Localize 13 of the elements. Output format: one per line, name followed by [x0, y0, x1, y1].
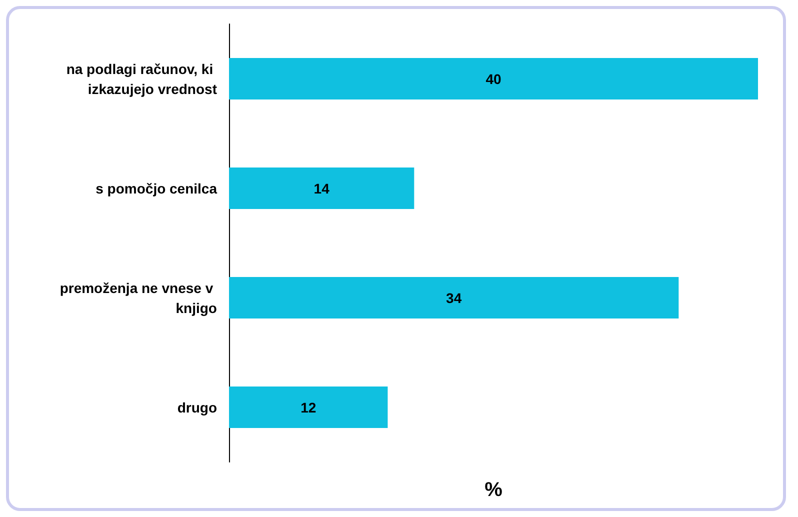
y-tick-label: drugo: [177, 399, 217, 416]
x-axis-title: %: [484, 479, 503, 501]
data-label: 40: [486, 70, 502, 87]
data-label: 14: [314, 180, 330, 196]
data-label: 34: [446, 290, 462, 306]
data-label: 12: [300, 399, 316, 416]
bar: [229, 167, 414, 210]
bar: [229, 276, 679, 319]
bar: [229, 58, 758, 100]
y-tick-label: premoženja ne vnese v knjigo: [60, 280, 217, 316]
y-tick-label: na podlagi računov, ki izkazujejo vrednost: [66, 60, 218, 97]
bar: [229, 386, 388, 428]
y-tick-label: s pomočjo cenilca: [96, 180, 218, 196]
